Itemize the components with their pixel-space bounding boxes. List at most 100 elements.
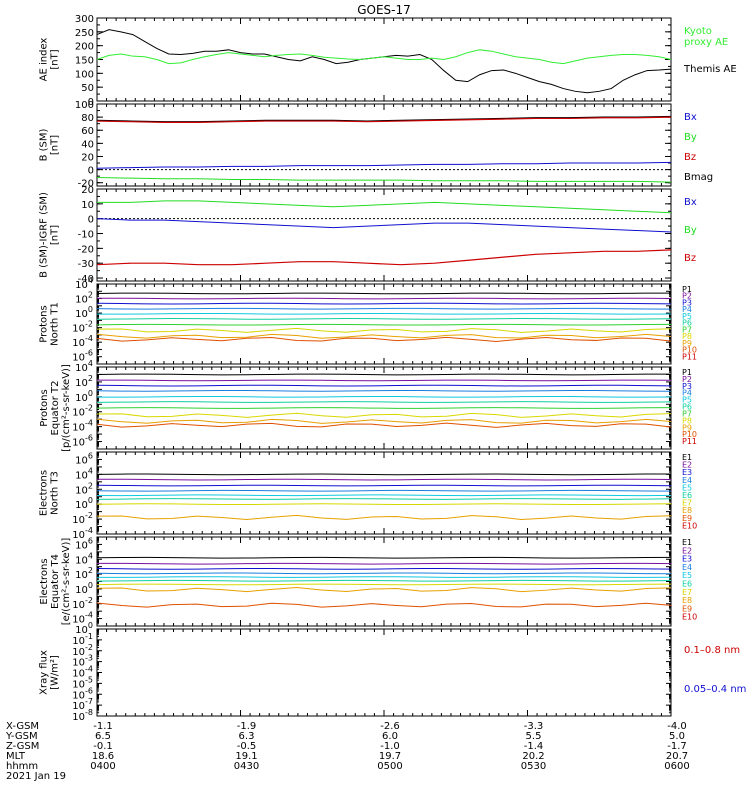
legend-item: E2 (682, 546, 692, 555)
footer-value: -1.1 (93, 721, 113, 732)
legend-item: E6 (682, 580, 692, 589)
y-tick-label: 102 (75, 374, 93, 389)
series-line (96, 323, 672, 326)
y-tick-label: 200 (75, 42, 94, 53)
legend-item: P10 (682, 346, 697, 355)
series-line (96, 484, 672, 487)
footer-value: -4.0 (667, 721, 687, 732)
y-tick-label: 104 (75, 359, 93, 374)
y-tick-label: 102 (75, 481, 93, 496)
y-tick-label: 100 (75, 100, 94, 111)
ae-ylabel: AE index (39, 38, 50, 82)
y-tick-label: 250 (75, 28, 94, 39)
footer-value: -0.1 (93, 741, 113, 752)
panel-dB: B (SM)-IGRF (SM) [nT] -40 -30 -20 -10 0 10 20 Bx B… (39, 185, 697, 285)
legend-item: E8 (682, 506, 692, 515)
y-tick-label: -20 (78, 244, 94, 255)
y-tick-label: 50 (81, 83, 94, 94)
y-tick-label: 100 (75, 496, 93, 511)
y-tick-label: 104 (75, 551, 93, 566)
y-tick-label: 20 (81, 152, 94, 163)
legend-item: E7 (682, 588, 692, 597)
series-line (96, 218, 672, 233)
legend-item: E8 (682, 596, 692, 605)
footer-value: 18.6 (92, 751, 114, 762)
series-line (96, 29, 672, 94)
footer-value: 0500 (377, 761, 402, 772)
y-tick-label: 10-6 (72, 349, 93, 364)
series-line (96, 494, 672, 497)
series-line (96, 333, 672, 339)
legend-item: By (684, 225, 697, 236)
legend-item: P9 (682, 423, 692, 432)
series-line (96, 395, 672, 398)
footer-value: 19.1 (235, 751, 257, 762)
prot_t2-ylabel: Equator T2 (50, 381, 61, 436)
y-tick-label: 40 (81, 139, 94, 150)
panel-elec_t3-frame (96, 451, 672, 535)
footer-value: 6.0 (382, 731, 398, 742)
footer-row-label: MLT (6, 751, 26, 762)
legend-item: P2 (682, 292, 692, 301)
footer-row-label: hhmm (6, 761, 38, 772)
y-tick-label: 0 (88, 97, 94, 108)
prot_t2-ylabel: [p/(cm²-s-sr-keV)] (61, 364, 72, 452)
legend-item: P11 (682, 352, 697, 361)
prot_t2-ylabel: Protons (39, 389, 50, 426)
series-line (96, 176, 672, 183)
legend-item: P5 (682, 312, 692, 321)
series-line (96, 327, 672, 333)
legend-item: E1 (682, 538, 692, 547)
legend-item: 0.05–0.4 nm (684, 684, 746, 695)
y-tick-label: -40 (78, 274, 94, 285)
legend-item: E3 (682, 555, 692, 564)
series-line (96, 116, 672, 123)
y-tick-label: 10-4 (72, 611, 93, 626)
legend-item: By (684, 132, 697, 143)
footer-value: 5.0 (669, 731, 685, 742)
footer-value: -1.9 (237, 721, 257, 732)
panel-elec_t4-frame (96, 536, 672, 627)
legend-item: E3 (682, 468, 692, 477)
footer-value: -1.7 (667, 741, 687, 752)
legend-item: Bx (684, 112, 697, 123)
legend-item: Themis AE (683, 64, 737, 75)
legend-item: P11 (682, 437, 697, 446)
footer-value: 6.5 (95, 731, 111, 742)
series-line (96, 49, 672, 65)
footer-value: -3.3 (524, 721, 544, 732)
legend-item: E4 (682, 563, 692, 572)
series-line (96, 489, 672, 492)
y-tick-label: 10-2 (72, 404, 93, 419)
series-line (96, 379, 672, 382)
series-line (96, 401, 672, 403)
series-line (96, 302, 672, 305)
plot-title: GOES-17 (357, 3, 411, 17)
y-tick-label: 10-8 (72, 708, 93, 723)
elec_t3-ylabel: Electrons (39, 470, 50, 516)
series-line (96, 384, 672, 387)
prot_t1-ylabel: North T1 (50, 302, 61, 346)
y-tick-label: 10 (81, 200, 94, 211)
footer-value: -1.4 (524, 741, 544, 752)
series-line (96, 412, 672, 418)
y-tick-label: 10-6 (72, 686, 93, 701)
series-line (96, 478, 672, 481)
legend-item: proxy AE (684, 37, 728, 48)
legend-item: E5 (682, 483, 692, 492)
series-line (96, 568, 672, 570)
panel-b-frame (96, 103, 672, 187)
legend-item: E10 (682, 521, 697, 530)
y-tick-label: 106 (75, 536, 93, 551)
footer-row-label: Z-GSM (6, 741, 39, 752)
y-tick-label: 10-1 (72, 632, 93, 647)
legend-item: P4 (682, 389, 692, 398)
series-line (96, 336, 672, 342)
legend-item: P3 (682, 382, 692, 391)
legend-item: P1 (682, 368, 692, 377)
legend-item: P1 (682, 285, 692, 294)
footer-row-label: X-GSM (6, 721, 39, 732)
y-tick-label: 100 (75, 389, 93, 404)
series-line (96, 556, 672, 559)
